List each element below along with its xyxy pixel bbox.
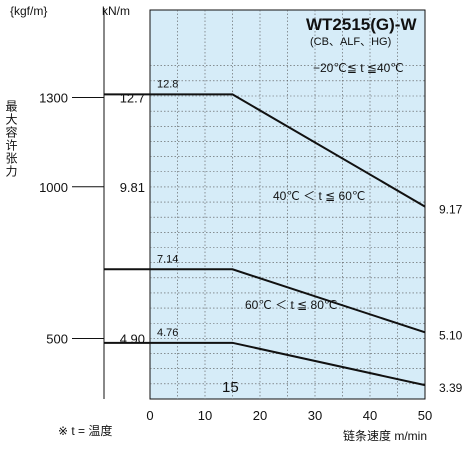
series-end-label: 9.17 (439, 203, 463, 217)
chart-title: WT2515(G)-W (306, 15, 417, 34)
chart-subtitle: (CB、ALF、HG) (310, 36, 391, 48)
kgf-unit-label: {kgf/m} (10, 4, 47, 18)
series-end-label: 3.39 (439, 381, 463, 395)
kgf-tick-label: 1000 (39, 180, 68, 195)
series-lines: 12.8 9.17 −20℃≦ t ≦40℃ 7.14 5.10 40℃ ＜ t ≦ 60… (104, 61, 463, 395)
footnote: ※ t = 温度 (58, 423, 112, 438)
series-name-label: −20℃≦ t ≦40℃ (313, 61, 404, 75)
x-tick-label: 40 (363, 408, 377, 423)
y-ticks: 1300 12.7 1000 9.81 500 4.90 (39, 91, 145, 347)
x-tick-label: 50 (418, 408, 432, 423)
kn-tick-label: 12.7 (120, 91, 145, 106)
plot-area (149, 9, 426, 400)
series-line (104, 268, 426, 334)
x-tick-label: 10 (198, 408, 212, 423)
x-axis-title: 链条速度 m/min (343, 428, 427, 443)
series-end-label: 5.10 (439, 328, 463, 342)
series-name-label: 60℃ ＜ t ≦ 80℃ (245, 298, 337, 312)
kn-tick-label: 4.90 (120, 332, 145, 347)
x-tick-label: 20 (253, 408, 267, 423)
kn-unit-label: kN/m (102, 4, 130, 18)
x-ticks: 0 10 20 30 40 50 (146, 408, 432, 423)
break-marker: 15 (222, 379, 239, 396)
series-line (104, 93, 426, 208)
x-tick-label: 30 (308, 408, 322, 423)
series-start-label: 7.14 (157, 253, 178, 265)
series-start-label: 12.8 (157, 78, 178, 90)
grid (150, 10, 425, 399)
kgf-tick-label: 1300 (39, 91, 68, 106)
series-start-label: 4.76 (157, 327, 178, 339)
kgf-tick-label: 500 (46, 332, 68, 347)
x-tick-label: 0 (146, 408, 153, 423)
y-axis-title: 最大容许张力 (4, 100, 18, 178)
kn-tick-label: 9.81 (120, 180, 145, 195)
series-name-label: 40℃ ＜ t ≦ 60℃ (273, 189, 365, 203)
series-line (104, 341, 426, 387)
